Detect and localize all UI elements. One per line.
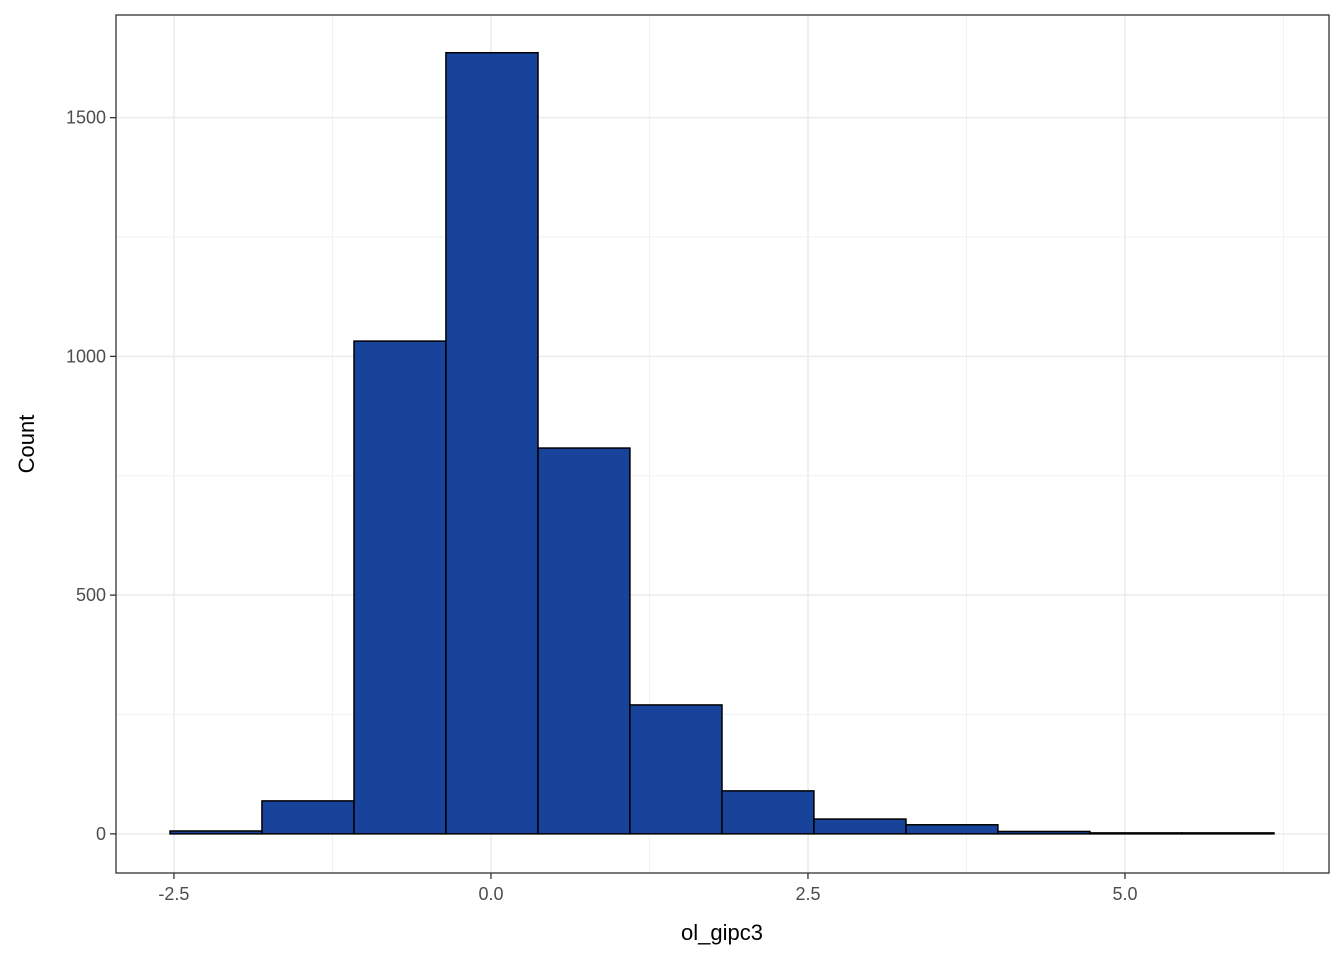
y-tick-label: 500 bbox=[76, 585, 106, 605]
x-tick-label: 0.0 bbox=[478, 884, 503, 904]
x-tick-label: -2.5 bbox=[158, 884, 189, 904]
bar bbox=[629, 704, 723, 835]
bar bbox=[997, 830, 1091, 835]
x-tick-label: 5.0 bbox=[1112, 884, 1137, 904]
y-tick-label: 1500 bbox=[66, 108, 106, 128]
y-tick-label: 0 bbox=[96, 824, 106, 844]
bar bbox=[1089, 832, 1183, 835]
panel-border bbox=[115, 14, 1330, 874]
x-axis-title: ol_gipc3 bbox=[681, 920, 763, 945]
bar bbox=[445, 51, 539, 835]
bar bbox=[169, 830, 263, 835]
bar bbox=[261, 800, 355, 835]
axes: -2.5 0.0 2.5 5.0 0 500 1000 1500 bbox=[66, 108, 1138, 904]
bars bbox=[169, 51, 1275, 835]
bar bbox=[1181, 832, 1275, 835]
bar bbox=[813, 818, 907, 835]
x-tick-label: 2.5 bbox=[795, 884, 820, 904]
bar bbox=[721, 790, 815, 835]
bar bbox=[537, 447, 631, 835]
bar bbox=[353, 340, 447, 835]
y-axis-title: Count bbox=[14, 415, 39, 474]
y-tick-label: 1000 bbox=[66, 346, 106, 366]
bar bbox=[905, 824, 999, 835]
